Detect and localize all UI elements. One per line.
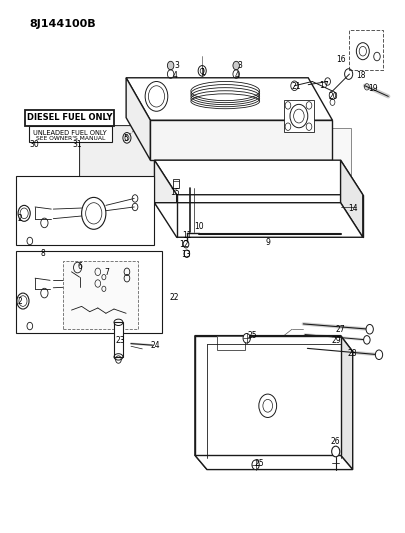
Bar [173, 179, 179, 188]
Text: 19: 19 [367, 84, 377, 93]
Text: 11: 11 [181, 231, 191, 240]
Bar [29, 126, 112, 142]
Text: 2: 2 [18, 214, 22, 223]
Polygon shape [194, 336, 340, 455]
Polygon shape [154, 203, 362, 237]
Polygon shape [194, 336, 207, 470]
Text: 30: 30 [29, 140, 38, 149]
Polygon shape [194, 455, 352, 470]
Polygon shape [79, 126, 340, 181]
Polygon shape [340, 160, 362, 237]
Text: 6: 6 [77, 262, 82, 271]
Circle shape [252, 460, 259, 470]
Circle shape [232, 61, 239, 70]
Bar [349, 30, 382, 70]
Text: 23: 23 [115, 336, 125, 345]
Polygon shape [154, 160, 176, 235]
Bar [114, 322, 123, 357]
Polygon shape [217, 336, 245, 351]
Text: 5: 5 [124, 134, 128, 143]
Bar [16, 176, 153, 245]
Bar [63, 261, 138, 329]
Text: 4: 4 [172, 70, 177, 79]
Text: 7: 7 [104, 269, 109, 277]
Polygon shape [194, 336, 352, 352]
Text: 12: 12 [178, 240, 188, 249]
Text: 20: 20 [328, 92, 337, 101]
Text: 17: 17 [319, 81, 328, 90]
Circle shape [365, 325, 373, 334]
Text: 21: 21 [291, 82, 300, 91]
Text: 14: 14 [347, 204, 357, 213]
Text: 8: 8 [41, 249, 45, 258]
Text: UNLEADED FUEL ONLY: UNLEADED FUEL ONLY [33, 130, 107, 135]
Circle shape [363, 336, 369, 344]
Bar [16, 251, 161, 333]
Text: 4: 4 [234, 70, 239, 79]
Bar [283, 100, 313, 132]
Bar [25, 110, 114, 126]
Text: 13: 13 [181, 250, 190, 259]
Text: 10: 10 [194, 222, 203, 231]
Polygon shape [154, 160, 362, 195]
Text: 8J144100B: 8J144100B [29, 19, 96, 29]
Text: 25: 25 [254, 459, 264, 467]
Text: 24: 24 [150, 341, 160, 350]
Text: 29: 29 [331, 336, 341, 345]
Polygon shape [340, 336, 352, 470]
Circle shape [375, 350, 382, 360]
Text: 2: 2 [18, 296, 22, 305]
Text: 28: 28 [346, 349, 356, 358]
Text: 3: 3 [174, 61, 179, 70]
Text: 15: 15 [169, 188, 179, 197]
Text: SEE OWNER'S MANUAL: SEE OWNER'S MANUAL [36, 136, 105, 141]
Text: 16: 16 [335, 55, 345, 63]
Text: 31: 31 [72, 140, 82, 149]
Text: 26: 26 [330, 438, 340, 447]
Text: 25: 25 [247, 331, 256, 340]
Polygon shape [126, 78, 150, 160]
Polygon shape [150, 120, 332, 160]
Text: 27: 27 [335, 325, 345, 334]
Polygon shape [79, 128, 350, 187]
Circle shape [167, 61, 173, 70]
Text: 18: 18 [355, 70, 364, 79]
Polygon shape [126, 78, 332, 120]
Text: 22: 22 [170, 293, 179, 302]
Circle shape [331, 446, 339, 457]
Text: 1: 1 [200, 68, 205, 77]
Text: 9: 9 [264, 238, 269, 247]
Circle shape [183, 250, 189, 257]
Text: 3: 3 [237, 61, 241, 70]
Text: DIESEL FUEL ONLY: DIESEL FUEL ONLY [27, 113, 112, 122]
Circle shape [243, 334, 250, 343]
